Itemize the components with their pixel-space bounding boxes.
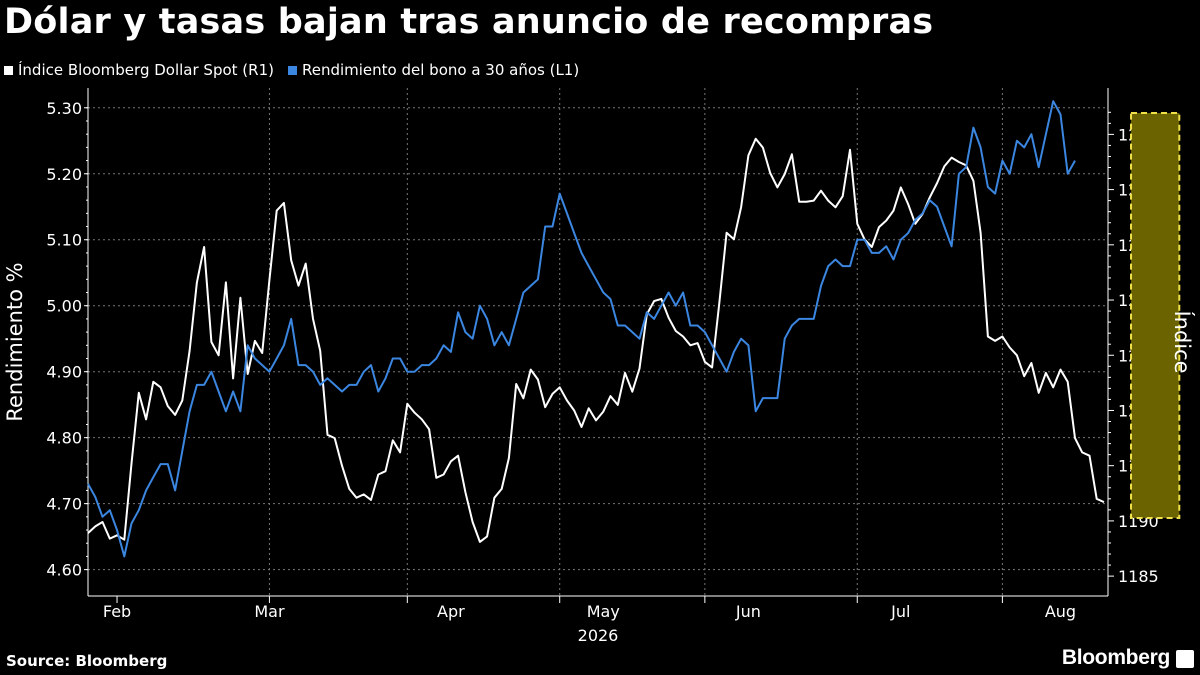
- legend: Índice Bloomberg Dollar Spot (R1) Rendim…: [4, 61, 593, 79]
- y-left-tick-label: 4.90: [46, 363, 82, 382]
- x-tick-label: Apr: [437, 602, 465, 621]
- highlight-box: [1130, 112, 1181, 519]
- y-left-tick-label: 4.60: [46, 561, 82, 580]
- x-axis-label: 2026: [578, 626, 619, 645]
- legend-label-bond: Rendimiento del bono a 30 años (L1): [301, 61, 580, 79]
- bloomberg-icon: [1176, 650, 1194, 668]
- x-tick-label: Jun: [735, 602, 761, 621]
- y-left-tick-label: 5.20: [46, 165, 82, 184]
- y-left-tick-label: 5.00: [46, 297, 82, 316]
- x-tick-label: Aug: [1045, 602, 1076, 621]
- y-left-tick-label: 5.30: [46, 99, 82, 118]
- y-right-tick-label: 1185: [1118, 567, 1159, 586]
- legend-label-dollar: Índice Bloomberg Dollar Spot (R1): [18, 61, 274, 79]
- series-line-dollar-index: [87, 137, 1105, 543]
- legend-swatch-bond: [287, 65, 297, 75]
- chart-title: Dólar y tasas bajan tras anuncio de reco…: [4, 2, 934, 42]
- y-right-axis-label: Índice: [1170, 310, 1195, 373]
- source-note: Source: Bloomberg: [6, 652, 168, 670]
- legend-swatch-dollar: [4, 65, 13, 75]
- y-left-tick-label: 4.80: [46, 429, 82, 448]
- brand-logo: Bloomberg: [1061, 646, 1170, 669]
- x-tick-label: Mar: [254, 602, 285, 621]
- x-tick-label: Feb: [103, 602, 131, 621]
- legend-item-bond: Rendimiento del bono a 30 años (L1): [287, 61, 580, 79]
- y-left-tick-label: 5.10: [46, 231, 82, 250]
- x-tick-label: May: [587, 602, 620, 621]
- y-left-axis-label: Rendimiento %: [3, 262, 27, 421]
- series-line-bond-yield: [87, 100, 1076, 558]
- x-tick-label: Jul: [890, 602, 910, 621]
- legend-item-dollar: Índice Bloomberg Dollar Spot (R1): [4, 61, 274, 79]
- y-left-tick-label: 4.70: [46, 495, 82, 514]
